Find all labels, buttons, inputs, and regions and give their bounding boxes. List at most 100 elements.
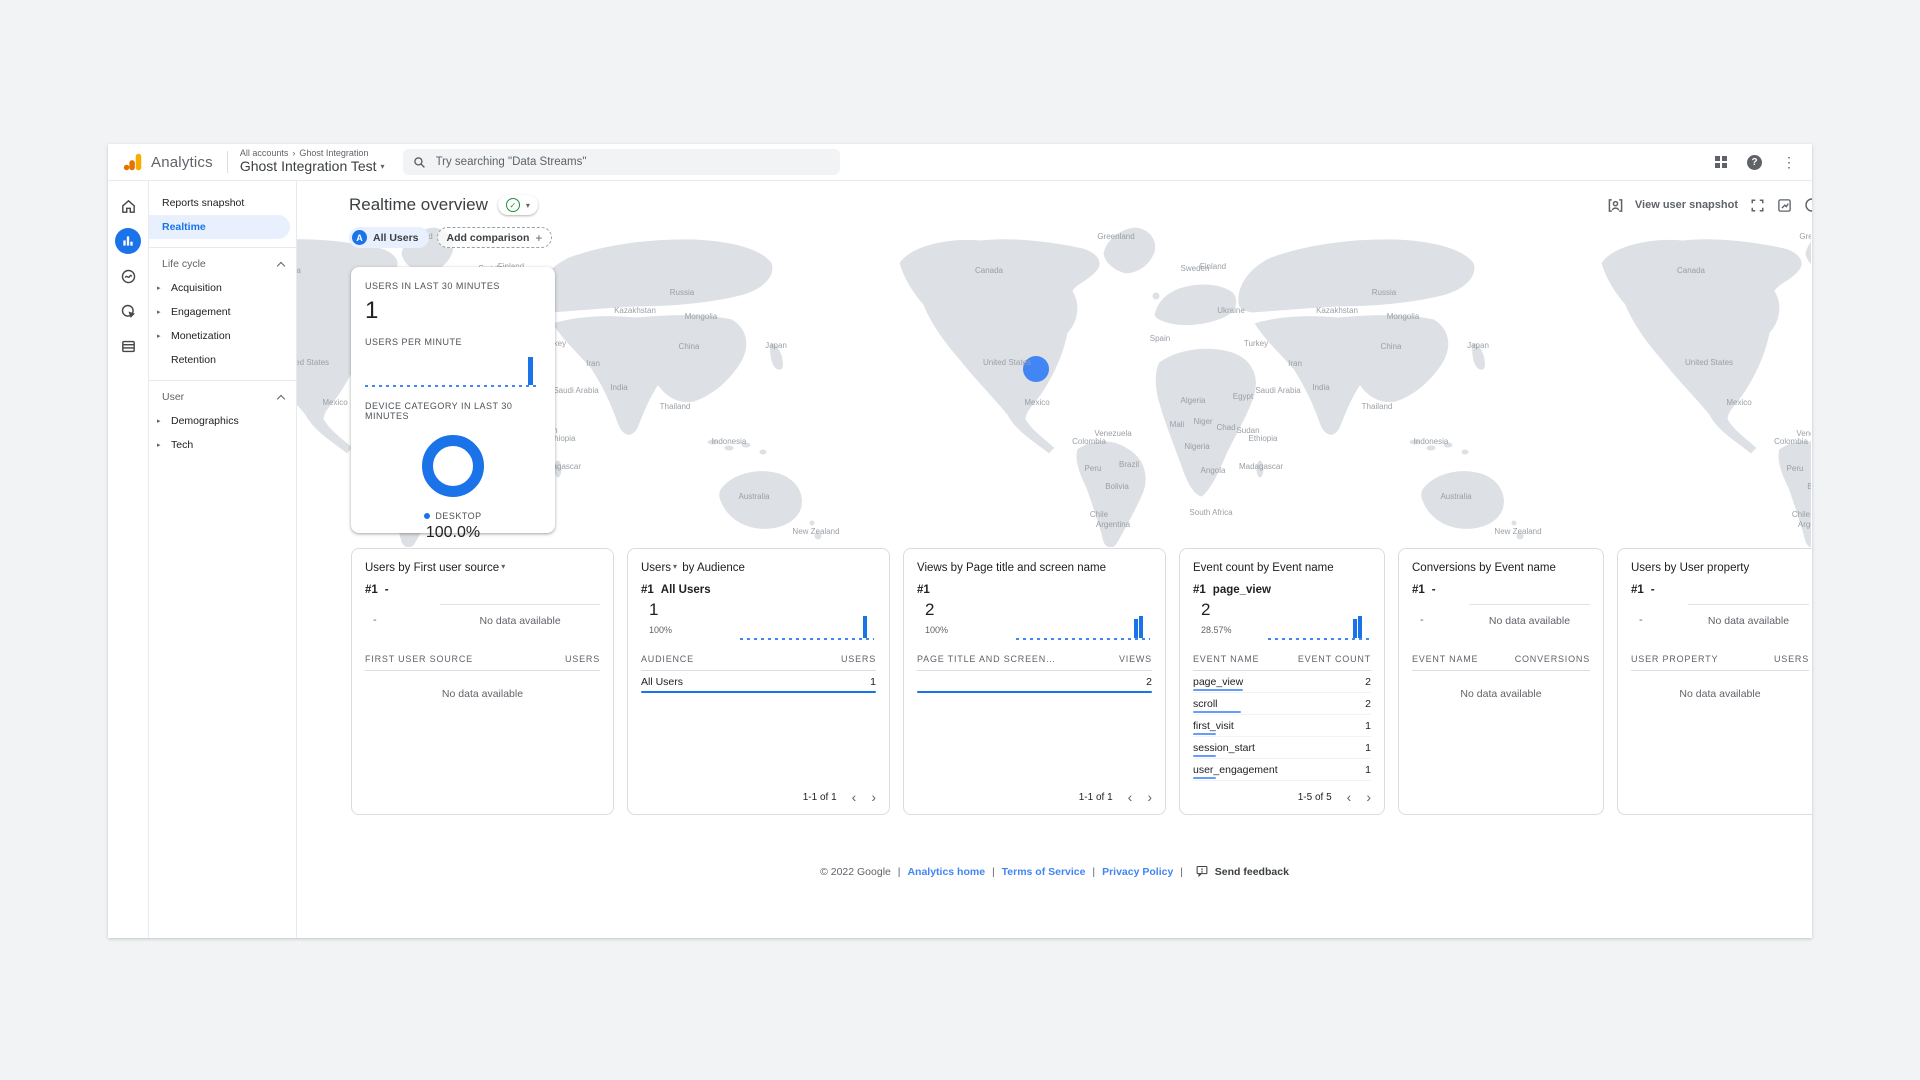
nav-item-label: Monetization (171, 330, 231, 342)
table-row[interactable]: All Users 1 (641, 671, 876, 693)
nav-item-retention[interactable]: ▸Retention (149, 348, 296, 372)
chevron-down-icon[interactable]: ▾ (501, 562, 506, 571)
metric-area: - No data available (1631, 598, 1809, 646)
nav-item-monetization[interactable]: ▸ Monetization (149, 324, 296, 348)
top-item-row: #1 All Users (641, 584, 876, 596)
fullscreen-icon[interactable] (1750, 198, 1765, 213)
nav-section-life-cycle: Life cycle ▸ Acquisition ▸ Engagement ▸ Moneti… (149, 247, 296, 372)
nav-item-demographics[interactable]: ▸ Demographics (149, 409, 296, 433)
dimension-column-header: EVENT NAME (1193, 654, 1260, 664)
view-user-snapshot-button[interactable]: View user snapshot (1634, 199, 1738, 211)
expand-arrow-icon[interactable]: ▸ (157, 418, 161, 425)
nav-item-acquisition[interactable]: ▸ Acquisition (149, 276, 296, 300)
chevron-left-icon[interactable]: ‹ (1127, 789, 1133, 805)
card-metric-selector[interactable]: Event count (1193, 562, 1254, 574)
table-row[interactable]: user_engagement 1 (1193, 759, 1371, 781)
chevron-right-icon[interactable]: › (1147, 789, 1152, 805)
nav-section-header-user[interactable]: User (149, 385, 296, 409)
apps-grid-icon[interactable] (1715, 156, 1727, 168)
app-header: Analytics All accounts › Ghost Integrati… (108, 144, 1812, 181)
nav-item-tech[interactable]: ▸ Tech (149, 433, 296, 457)
card-conversions-by-event-name: Conversions▾ by Event name▾ #1 - - No da… (1398, 548, 1604, 815)
row-dimension-value: scroll (1193, 697, 1218, 710)
chevron-up-icon[interactable] (276, 394, 286, 403)
user-snapshot-icon[interactable] (1608, 198, 1623, 213)
expand-arrow-icon[interactable]: ▸ (157, 309, 161, 316)
terms-of-service-link[interactable]: Terms of Service (1001, 866, 1086, 878)
library-icon[interactable] (115, 333, 141, 359)
pagination-label: 1-1 of 1 (1078, 791, 1113, 803)
nav-section-title: Life cycle (162, 258, 206, 270)
nav-section-title: User (162, 391, 185, 403)
card-users-by-user-property: Users▾ by User property▾ #1 - - No data … (1617, 548, 1812, 815)
pagination-label: 1-1 of 1 (802, 791, 837, 803)
table-empty-state: No data available (1679, 688, 1761, 700)
expand-arrow-icon[interactable]: ▸ (157, 442, 161, 449)
metric-area: 2 28.57% (1193, 598, 1371, 646)
chevron-up-icon[interactable] (276, 261, 286, 270)
metric-column-header: USERS (564, 654, 600, 664)
property-switcher[interactable]: All accounts › Ghost Integration Ghost I… (239, 148, 385, 175)
legend-dot-icon (424, 513, 431, 519)
card-metric-selector[interactable]: Users (1631, 562, 1662, 574)
sparkline (739, 610, 874, 640)
nav-item-engagement[interactable]: ▸ Engagement (149, 300, 296, 324)
expand-arrow-icon[interactable]: ▸ (157, 333, 161, 340)
reports-icon[interactable] (115, 228, 141, 254)
sparkline (1015, 610, 1150, 640)
dimension-column-header: AUDIENCE (641, 654, 694, 664)
privacy-policy-link[interactable]: Privacy Policy (1102, 866, 1174, 878)
row-metric-value: 1 (1365, 741, 1371, 754)
chevron-left-icon[interactable]: ‹ (1346, 789, 1352, 805)
help-icon[interactable]: ? (1747, 154, 1762, 170)
realtime-overview-card: USERS IN LAST 30 MINUTES 1 USERS PER MIN… (351, 267, 555, 541)
chevron-right-icon[interactable]: › (871, 789, 876, 805)
share-icon[interactable] (1804, 197, 1812, 213)
send-feedback-button[interactable]: Send feedback (1214, 866, 1289, 878)
kebab-menu-icon[interactable]: ⋮ (1782, 154, 1796, 170)
top-item-row: #1 - (365, 584, 600, 596)
search-input[interactable] (433, 155, 830, 169)
metric-area: - No data available (1412, 598, 1590, 646)
property-name[interactable]: Ghost Integration Test (239, 158, 377, 175)
card-metric-selector[interactable]: Views (917, 562, 948, 574)
row-metric-value: 1 (870, 675, 876, 688)
home-icon[interactable] (115, 193, 141, 219)
nav-item-realtime[interactable]: Realtime (149, 215, 290, 239)
chevron-down-icon[interactable]: ▾ (673, 562, 678, 571)
metric-area: 1 100% (641, 598, 876, 646)
chevron-down-icon[interactable]: ▾ (380, 161, 385, 171)
card-metric-selector[interactable]: Users (641, 562, 672, 574)
chevron-right-icon[interactable]: › (1366, 789, 1371, 805)
edit-chart-icon[interactable] (1777, 198, 1792, 213)
nav-item-reports-snapshot[interactable]: Reports snapshot (162, 197, 245, 209)
table-row[interactable]: session_start 1 (1193, 737, 1371, 759)
advertising-icon[interactable] (115, 298, 141, 324)
all-users-chip[interactable]: A All Users (349, 227, 429, 248)
breadcrumb-group[interactable]: Ghost Integration (299, 148, 369, 159)
nav-item-label: Acquisition (171, 282, 222, 294)
card-metric-selector[interactable]: Conversions (1412, 562, 1476, 574)
table-row[interactable]: first_visit 1 (1193, 715, 1371, 737)
breadcrumb-account[interactable]: All accounts (239, 148, 289, 159)
card-users-by-first-user-source: Users▾ by First user source▾ #1 - - No d… (351, 548, 614, 815)
analytics-home-link[interactable]: Analytics home (907, 866, 986, 878)
report-status-badge[interactable]: ✓ ▾ (497, 195, 538, 215)
chevron-left-icon[interactable]: ‹ (851, 789, 857, 805)
users-per-minute-label: USERS PER MINUTE (365, 337, 463, 347)
nav-section-header-life-cycle[interactable]: Life cycle (149, 252, 296, 276)
add-comparison-chip[interactable]: Add comparison + (436, 227, 553, 248)
card-metric-selector[interactable]: Users (365, 562, 396, 574)
table-row[interactable]: scroll 2 (1193, 693, 1371, 715)
chevron-down-icon[interactable]: ▾ (525, 200, 530, 210)
table-row[interactable]: page_view 2 (1193, 671, 1371, 693)
explore-icon[interactable] (115, 263, 141, 289)
expand-arrow-icon[interactable]: ▸ (157, 285, 161, 292)
search-bar[interactable] (402, 149, 840, 175)
table-row[interactable]: 2 (917, 671, 1152, 693)
all-users-chip-label: All Users (373, 231, 419, 244)
header-divider (226, 151, 228, 173)
users-30min-label: USERS IN LAST 30 MINUTES (365, 281, 500, 291)
metric-area: 2 100% (917, 598, 1152, 646)
row-metric-value: 2 (1146, 675, 1152, 688)
